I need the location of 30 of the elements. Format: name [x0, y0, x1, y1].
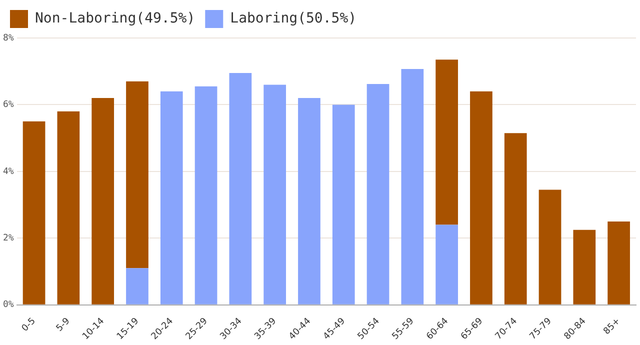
x-tick-label: 5-9 [54, 316, 72, 334]
bar [126, 268, 148, 304]
bar [573, 230, 596, 304]
bar [92, 98, 114, 304]
bar [160, 91, 183, 304]
bar [436, 224, 458, 304]
bar [332, 104, 355, 304]
y-tick-label: 2% [2, 233, 14, 244]
bar [126, 81, 148, 268]
y-tick-label: 4% [2, 166, 14, 177]
bar [470, 91, 492, 304]
bar [57, 111, 80, 304]
bar [229, 73, 252, 304]
x-tick-label: 0-5 [20, 316, 38, 334]
x-tick-label: 85+ [602, 316, 623, 337]
y-tick-label: 0% [2, 300, 14, 310]
bar [401, 69, 424, 304]
bar [22, 121, 46, 304]
bar [194, 86, 218, 304]
bar [298, 98, 320, 304]
bar [538, 190, 562, 304]
bar [436, 60, 458, 225]
bar [366, 84, 390, 304]
bar [608, 221, 630, 304]
legend-label: Non-Laboring(49.5%) [35, 10, 196, 27]
bar [504, 133, 527, 304]
bar [264, 84, 286, 304]
legend-label: Laboring(50.5%) [230, 10, 357, 27]
y-tick-label: 6% [2, 100, 14, 110]
y-tick-label: 8% [2, 33, 14, 44]
